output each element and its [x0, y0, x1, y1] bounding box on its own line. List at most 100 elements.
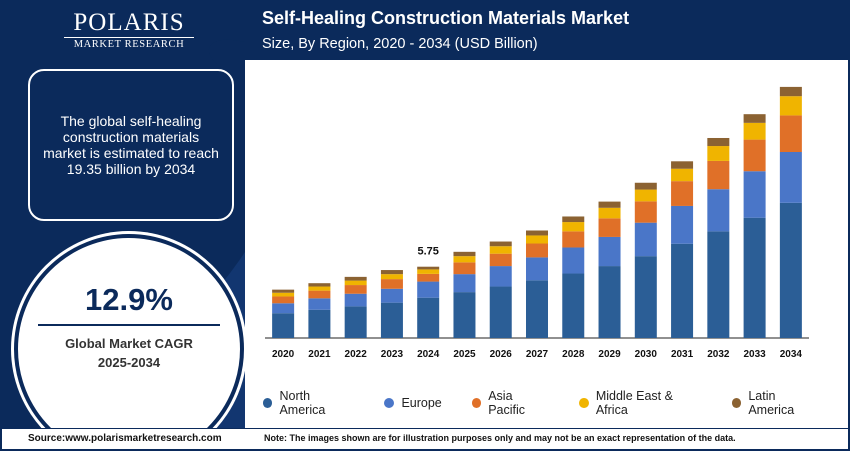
x-tick-label: 2028 [562, 349, 585, 360]
chart-header: Self-Healing Construction Materials Mark… [245, 2, 848, 60]
bar-segment [489, 286, 512, 338]
legend-label: North America [279, 389, 326, 417]
bar-segment [272, 296, 295, 304]
bar-segment [598, 201, 621, 208]
x-tick-label: 2025 [453, 349, 476, 360]
market-summary-text: The global self-healing construction mat… [43, 113, 219, 177]
x-tick-label: 2027 [526, 349, 549, 360]
data-label: 5.75 [417, 246, 438, 258]
cagr-circle: 12.9% Global Market CAGR 2025-2034 [14, 234, 244, 428]
bar-segment [779, 115, 802, 152]
bar-segment [344, 280, 367, 286]
bar-segment [308, 298, 331, 310]
bar-segment [743, 114, 766, 123]
legend-item: Asia Pacific [471, 389, 550, 417]
bar-segment [526, 230, 548, 236]
bar-segment [779, 96, 802, 116]
x-tick-label: 2020 [272, 349, 295, 360]
cagr-divider [38, 324, 220, 326]
bar-segment [526, 257, 548, 281]
bar-segment [489, 253, 512, 267]
legend-swatch [384, 398, 395, 408]
bar-segment [453, 251, 476, 257]
bar-segment [598, 207, 621, 219]
logo-subtitle: MARKET RESEARCH [64, 37, 194, 51]
bar-segment [344, 285, 367, 294]
bar-segment [453, 262, 476, 275]
bar-segment [671, 168, 694, 182]
cagr-label-line2: 2025-2034 [97, 355, 161, 370]
bar-segment [489, 241, 512, 247]
legend-label: Middle East & Africa [595, 389, 673, 417]
bar-segment [417, 297, 440, 338]
bar-segment [598, 266, 621, 338]
bar-segment [453, 256, 476, 263]
bar-segment [453, 274, 476, 293]
bar-segment [526, 280, 548, 338]
market-summary-box: The global self-healing construction mat… [28, 69, 234, 221]
x-tick-label: 2023 [381, 349, 404, 360]
bar-segment [417, 266, 440, 270]
bar-segment [779, 152, 802, 203]
bar-segment [562, 231, 585, 248]
logo-name: POLARIS [73, 9, 185, 36]
left-panel: POLARIS MARKET RESEARCH The global self-… [2, 2, 245, 428]
bar-segment [562, 222, 585, 232]
bar-segment [380, 270, 403, 275]
disclaimer-note: Note: The images shown are for illustrat… [264, 433, 736, 443]
legend-item: Europe [384, 389, 442, 417]
cagr-label: Global Market CAGR 2025-2034 [18, 334, 240, 372]
bar-segment [489, 266, 512, 287]
legend-item: Middle East & Africa [579, 389, 702, 417]
bar-segment [743, 217, 766, 338]
stacked-bar-chart: 2020 2021 2022 2023 5.75 2024 2025 2026 2027 2028… [265, 86, 809, 360]
bar-segment [634, 201, 657, 223]
bar-segment [272, 313, 295, 338]
bar-segment [308, 309, 331, 338]
x-tick-label: 2031 [671, 349, 694, 360]
bar-segment [272, 303, 295, 314]
bar-segment [308, 286, 331, 291]
chart-area: 2020 2021 2022 2023 5.75 2024 2025 2026 2027 2028… [247, 60, 847, 428]
bar-segment [417, 269, 440, 274]
chart-legend: North America Europe Asia Pacific Middle Ea… [263, 389, 850, 417]
bar-segment [743, 122, 766, 140]
x-tick-label: 2029 [598, 349, 621, 360]
chart-subtitle: Size, By Region, 2020 - 2034 (USD Billio… [262, 36, 538, 52]
bar-segment [634, 256, 657, 338]
x-tick-label: 2022 [345, 349, 368, 360]
bar-segment [671, 205, 694, 244]
bar-segment [779, 202, 802, 338]
legend-swatch [471, 398, 482, 408]
bar-segment [634, 189, 657, 202]
x-tick-label: 2030 [635, 349, 658, 360]
bar-segment [272, 289, 295, 293]
bar-segment [671, 161, 694, 169]
legend-label: Europe [401, 396, 442, 410]
x-tick-label: 2034 [780, 349, 803, 360]
x-tick-label: 2024 [417, 349, 440, 360]
bar-segment [489, 246, 512, 254]
bar-segment [598, 236, 621, 267]
x-tick-label: 2033 [743, 349, 766, 360]
bar-segment [707, 189, 730, 232]
bar-segment [344, 276, 367, 281]
bar-segment [562, 273, 585, 338]
bar-segment [272, 292, 295, 297]
footer: Source:www.polarismarketresearch.com Not… [2, 428, 848, 449]
legend-swatch [731, 398, 742, 408]
bar-segment [634, 182, 657, 190]
bar-segment [526, 235, 548, 244]
bar-segment [707, 137, 730, 147]
bar-segment [344, 306, 367, 338]
bar-segment [743, 171, 766, 218]
bar-segment [562, 247, 585, 274]
chart-title: Self-Healing Construction Materials Mark… [262, 8, 630, 28]
bar-segment [707, 146, 730, 161]
bar-segment [380, 274, 403, 280]
logo: POLARIS MARKET RESEARCH [64, 10, 194, 51]
cagr-label-line1: Global Market CAGR [65, 336, 193, 351]
bar-segment [707, 231, 730, 338]
bar-segment [453, 292, 476, 338]
bar-segment [308, 290, 331, 299]
